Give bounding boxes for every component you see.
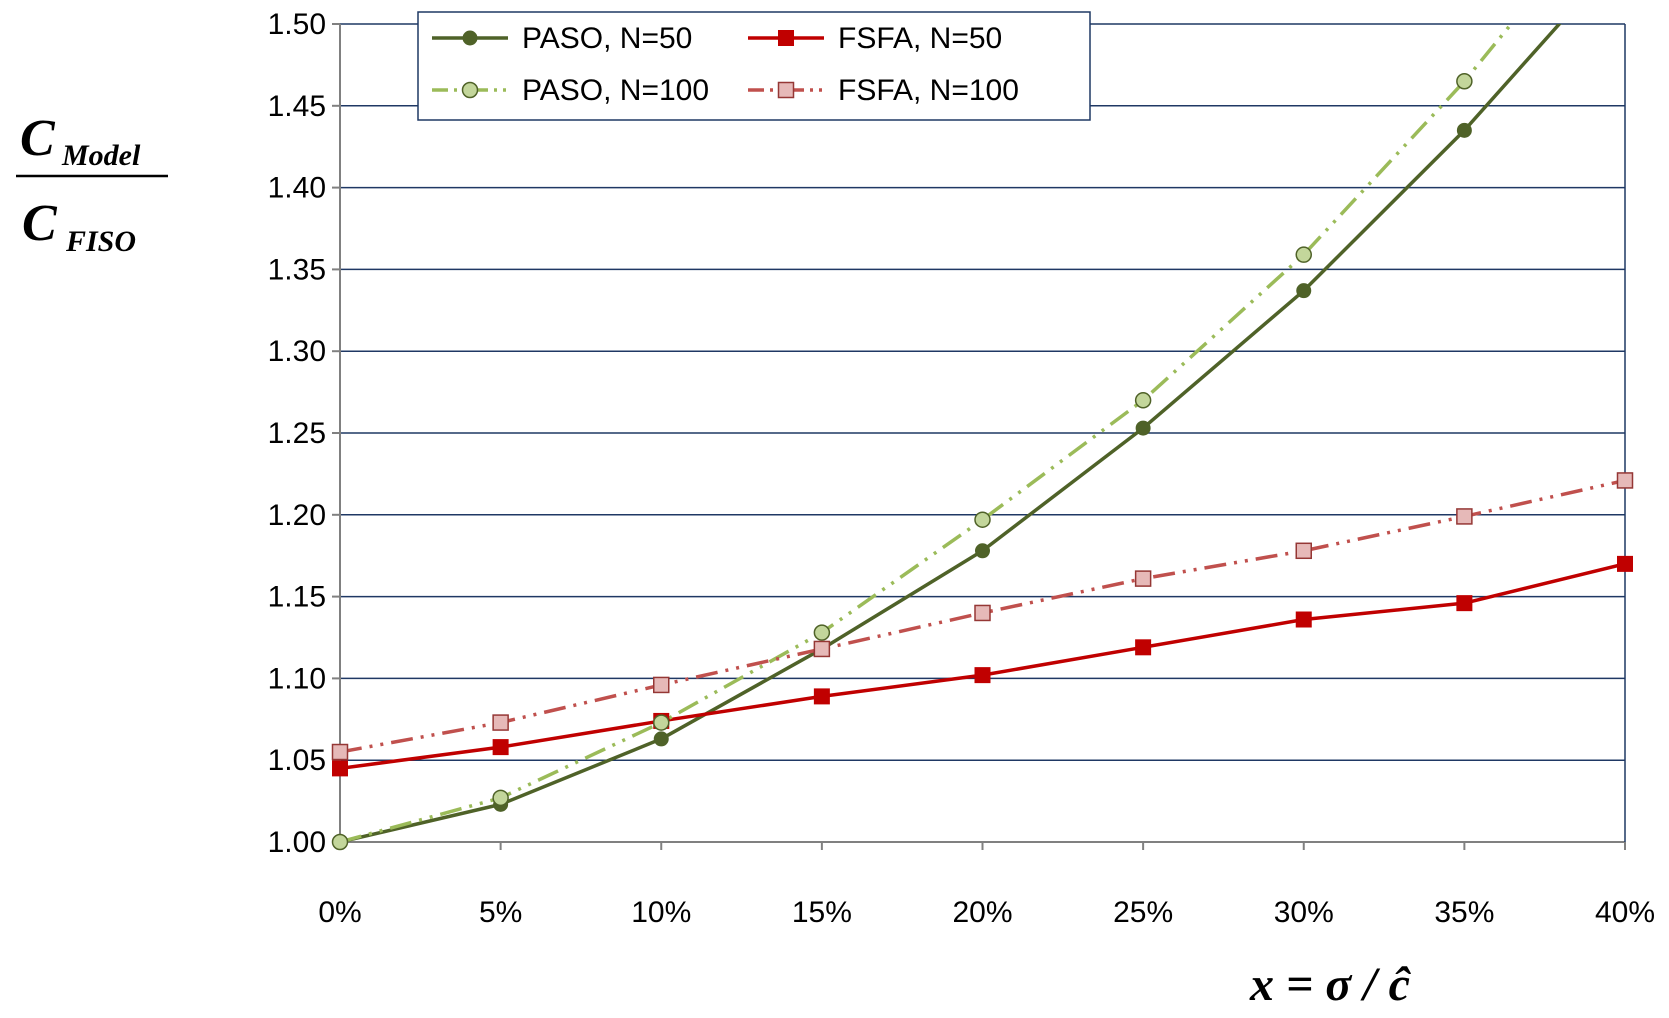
data-point-fsfa-n-100 — [974, 604, 991, 622]
y-tick-label: 1.15 — [268, 581, 326, 614]
y-label-numerator-sub: Model — [61, 139, 141, 172]
data-point-fsfa-n-100 — [1616, 472, 1634, 489]
series-line-paso-n-50 — [340, 24, 1562, 842]
x-tick-label: 15% — [792, 896, 852, 929]
data-point-paso-n-100 — [974, 511, 991, 528]
legend-marker-fsfa-n-100 — [777, 81, 795, 99]
y-tick-label: 1.00 — [268, 826, 326, 859]
data-point-fsfa-n-100 — [653, 676, 670, 694]
series-line-paso-n-100 — [340, 24, 1514, 842]
x-tick-label: 5% — [479, 896, 522, 929]
x-tick-label: 40% — [1595, 896, 1655, 929]
data-point-fsfa-n-50 — [332, 760, 348, 777]
data-point-fsfa-n-100 — [492, 714, 509, 731]
data-point-paso-n-50 — [653, 731, 669, 747]
y-tick-label: 1.25 — [268, 417, 326, 450]
data-point-fsfa-n-50 — [974, 667, 991, 684]
axes — [332, 23, 1626, 850]
series-layer — [340, 24, 1625, 842]
series-line-fsfa-n-50 — [340, 562, 1625, 771]
y-tick-label: 1.20 — [268, 499, 326, 532]
legend-marker-paso-n-100 — [461, 81, 479, 99]
data-point-fsfa-n-50 — [1617, 555, 1633, 572]
gridlines — [340, 23, 1625, 761]
data-point-fsfa-n-100 — [1134, 570, 1152, 587]
y-label-numerator: C — [20, 110, 56, 167]
x-axis-label: x = σ / ĉ — [1249, 958, 1412, 1011]
y-tick-label: 1.50 — [268, 8, 326, 41]
data-point-fsfa-n-50 — [1456, 595, 1473, 612]
legend-item-paso-n-100: PASO, N=100 — [432, 74, 709, 107]
data-point-paso-n-100 — [653, 714, 670, 731]
x-tick-label: 10% — [631, 896, 691, 929]
y-label-denominator-sub: FISO — [65, 225, 136, 258]
data-point-fsfa-n-100 — [1456, 508, 1473, 525]
data-point-fsfa-n-50 — [492, 739, 509, 756]
x-tick-label: 30% — [1274, 896, 1334, 929]
data-point-fsfa-n-100 — [813, 640, 831, 658]
y-tick-label: 1.35 — [268, 253, 326, 286]
legend-label-fsfa-n-50: FSFA, N=50 — [838, 22, 1002, 55]
legend-label-paso-n-100: PASO, N=100 — [522, 74, 709, 107]
data-point-fsfa-n-100 — [1295, 542, 1312, 560]
x-tick-labels: 0% 5% 10% 15% 20% 25% 30% 35% 40% — [318, 896, 1655, 929]
data-point-fsfa-n-50 — [1135, 639, 1152, 656]
markers-layer — [331, 73, 1634, 851]
y-tick-label: 1.05 — [268, 744, 326, 777]
data-point-paso-n-100 — [492, 789, 509, 807]
y-tick-label: 1.30 — [268, 335, 326, 368]
x-tick-label: 0% — [318, 896, 361, 929]
data-point-paso-n-100 — [1456, 73, 1473, 90]
legend-label-fsfa-n-100: FSFA, N=100 — [838, 74, 1019, 107]
data-point-paso-n-50 — [1456, 122, 1472, 138]
data-point-fsfa-n-50 — [813, 688, 830, 705]
x-tick-label: 25% — [1113, 896, 1173, 929]
data-point-paso-n-100 — [331, 833, 349, 851]
data-point-fsfa-n-50 — [1295, 611, 1312, 628]
y-label-denominator: C — [22, 195, 58, 252]
y-tick-labels: 1.00 1.05 1.10 1.15 1.20 1.25 1.30 1.35 1.40 1.45… — [268, 8, 326, 859]
x-tick-label: 20% — [952, 896, 1012, 929]
legend-item-paso-n-50: PASO, N=50 — [432, 22, 692, 55]
x-tick-label: 35% — [1434, 896, 1494, 929]
legend-box — [417, 11, 1091, 121]
series-line-fsfa-n-100 — [340, 478, 1625, 754]
y-tick-label: 1.40 — [268, 172, 326, 205]
legend-item-fsfa-n-50: FSFA, N=50 — [748, 22, 1002, 55]
legend-label-paso-n-50: PASO, N=50 — [522, 22, 692, 55]
data-point-paso-n-100 — [1134, 392, 1152, 409]
y-tick-label: 1.10 — [268, 662, 326, 695]
data-point-paso-n-100 — [1295, 246, 1312, 263]
data-point-paso-n-50 — [1135, 420, 1151, 436]
data-point-paso-n-50 — [1296, 283, 1312, 299]
legend-marker-fsfa-n-50 — [778, 30, 794, 46]
data-point-fsfa-n-100 — [331, 743, 349, 761]
legend-item-fsfa-n-100: FSFA, N=100 — [748, 74, 1019, 107]
data-point-paso-n-100 — [813, 624, 831, 641]
legend-marker-paso-n-50 — [462, 30, 478, 46]
y-axis-label: C Model C FISO — [16, 110, 168, 258]
data-point-paso-n-50 — [975, 543, 990, 559]
y-tick-label: 1.45 — [268, 90, 326, 123]
legend: PASO, N=50 FSFA, N=50 PASO, N=100 FSFA, N=1… — [417, 11, 1091, 121]
